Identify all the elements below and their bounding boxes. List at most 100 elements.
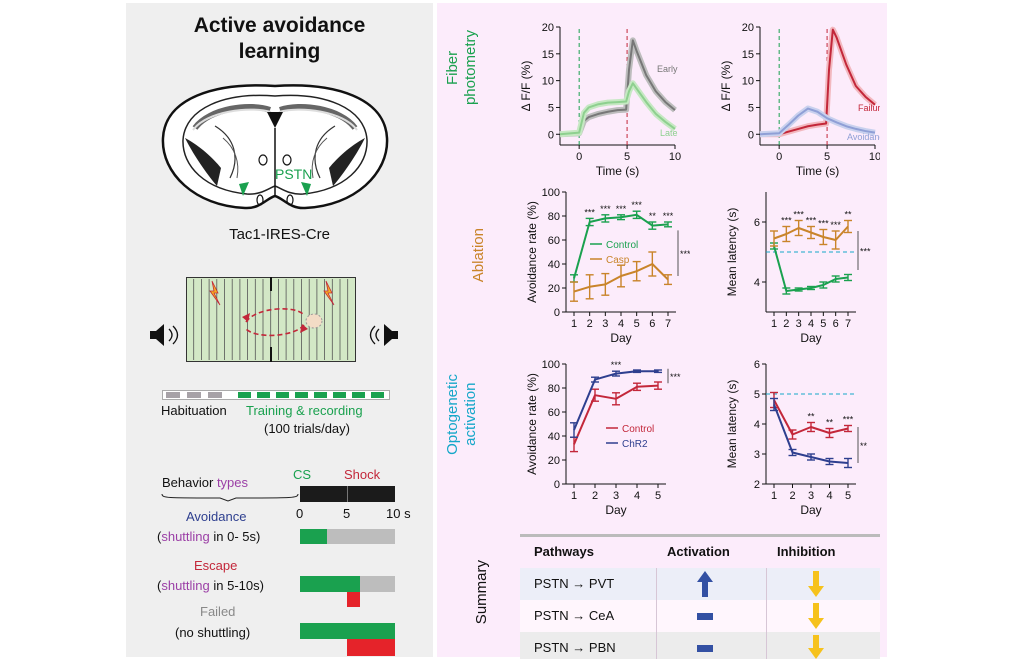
y-tick-label: 0 xyxy=(548,129,554,141)
trials-label: (100 trials/day) xyxy=(264,421,350,436)
failed-red-bar xyxy=(347,639,395,656)
series-band xyxy=(760,26,877,138)
y-tick-label: 15 xyxy=(542,49,554,61)
timeline-bar xyxy=(162,390,390,400)
shuttle-box-grid xyxy=(193,277,349,362)
activation-none-dash-icon xyxy=(697,645,713,652)
training-dash xyxy=(238,392,251,398)
legend-label: ChR2 xyxy=(622,439,648,450)
x-tick-label: 4 xyxy=(634,490,640,502)
series-label: Late xyxy=(660,128,678,138)
series-line xyxy=(759,107,876,136)
pathway-pbn: PSTN → PBN xyxy=(534,640,616,655)
x-axis-label: Day xyxy=(605,503,626,517)
behavior-brace xyxy=(161,493,299,502)
significance-stars: *** xyxy=(584,207,595,217)
inhibition-down-arrow-icon xyxy=(808,603,824,629)
fiber-photometry-label: Fiber photometry xyxy=(444,30,494,140)
avoidance-green-bar xyxy=(300,529,327,544)
significance-stars: *** xyxy=(663,211,674,221)
x-tick-label: 10 xyxy=(669,151,681,163)
ablation-avoidance-rate-chart: 1 2 3 4 5 6 7 0 20 40 60 80 100 Day Avoidance rate (%)… xyxy=(525,187,690,345)
legend-label: Control xyxy=(606,240,638,251)
x-axis-label: Day xyxy=(800,331,821,345)
series-label: Early xyxy=(657,64,678,74)
avoidance-title: Avoidance xyxy=(186,509,247,524)
x-tick-label: 0 xyxy=(576,151,582,163)
fiber-line-1: Fiber xyxy=(444,50,461,85)
x-tick-label: 4 xyxy=(826,490,832,502)
types-word: types xyxy=(216,475,249,490)
significance-stars: *** xyxy=(631,200,642,210)
speaker-right-icon xyxy=(369,324,398,346)
y-tick-label: 100 xyxy=(542,187,560,199)
summary-label: Summary xyxy=(473,560,491,624)
inhibition-down-arrow-icon xyxy=(808,635,824,659)
y-axis-label: Mean latency (s) xyxy=(725,208,739,297)
series-line xyxy=(773,245,849,292)
y-tick-label: 0 xyxy=(554,307,560,319)
significance-stars: *** xyxy=(600,204,611,214)
optogenetic-activation-label: Optogenetic activation xyxy=(444,374,494,494)
x-tick-label: 4 xyxy=(618,318,624,330)
ablation-label: Ablation xyxy=(470,228,488,282)
training-dash xyxy=(295,392,308,398)
escape-paren: ( xyxy=(157,578,162,593)
x-tick-label: 3 xyxy=(808,490,814,502)
left-title: Active avoidance learning xyxy=(126,13,433,65)
x-tick-label: 5 xyxy=(845,490,851,502)
ablation-text: Ablation xyxy=(470,228,487,283)
opto-avoidance-rate-chart: 1 2 3 4 5 0 20 40 60 80 100 Day Avoidance rate (%) **… xyxy=(525,359,681,517)
habituation-label: Habituation xyxy=(161,403,227,418)
y-axis-label: Avoidance rate (%) xyxy=(525,201,539,303)
escape-title: Escape xyxy=(194,558,238,573)
mouse-line-label: Tac1-IRES-Cre xyxy=(229,226,330,243)
brain-section-illustration xyxy=(161,84,389,210)
x-tick-label: 5 xyxy=(820,318,826,330)
speaker-left-icon xyxy=(150,324,179,346)
x-tick-label: 2 xyxy=(783,318,789,330)
training-dash xyxy=(257,392,270,398)
escape-rest: in 5-10s) xyxy=(209,578,264,593)
significance-stars: *** xyxy=(611,360,622,370)
x-tick-label: 7 xyxy=(845,318,851,330)
significance-stars: ** xyxy=(649,211,657,221)
shock-label: Shock xyxy=(344,467,381,482)
habituation-dash xyxy=(166,392,180,398)
x-tick-label: 1 xyxy=(571,318,577,330)
tick-0: 0 xyxy=(296,506,304,521)
training-dash xyxy=(276,392,289,398)
x-axis-label: Time (s) xyxy=(796,164,840,178)
tick-5: 5 xyxy=(343,506,351,521)
opto-line-2: activation xyxy=(462,382,479,447)
series-label: Avoidance xyxy=(847,132,880,142)
group-significance: *** xyxy=(680,249,690,259)
activation-up-arrow-icon xyxy=(697,571,713,597)
x-tick-label: 6 xyxy=(833,318,839,330)
avoidance-subtitle: (shuttling in 0- 5s) xyxy=(157,529,260,544)
significance-stars: *** xyxy=(781,216,792,226)
significance-stars: ** xyxy=(807,412,815,422)
opto-line-1: Optogenetic xyxy=(444,374,461,455)
tick-10: 10 s xyxy=(386,506,411,521)
y-axis-label: Mean latency (s) xyxy=(725,380,739,469)
training-dash xyxy=(314,392,327,398)
summary-row-pvt: PSTN → PVT xyxy=(520,568,880,600)
y-tick-label: 20 xyxy=(548,283,560,295)
y-tick-label: 20 xyxy=(542,22,554,34)
failed-green-bar xyxy=(300,623,395,639)
summary-text: Summary xyxy=(473,560,490,625)
fiber-line-2: photometry xyxy=(462,30,479,106)
y-tick-label: 20 xyxy=(742,22,754,34)
cs-shock-divider xyxy=(347,486,348,502)
series-band xyxy=(559,37,677,138)
y-tick-label: 5 xyxy=(748,102,754,114)
x-tick-label: 1 xyxy=(571,490,577,502)
summary-top-rule xyxy=(520,534,880,537)
series-line xyxy=(559,39,676,136)
group-significance: ** xyxy=(860,441,868,451)
significance-stars: ** xyxy=(826,418,834,428)
x-tick-label: 6 xyxy=(649,318,655,330)
behavior-types-header: Behavior types xyxy=(162,475,248,490)
